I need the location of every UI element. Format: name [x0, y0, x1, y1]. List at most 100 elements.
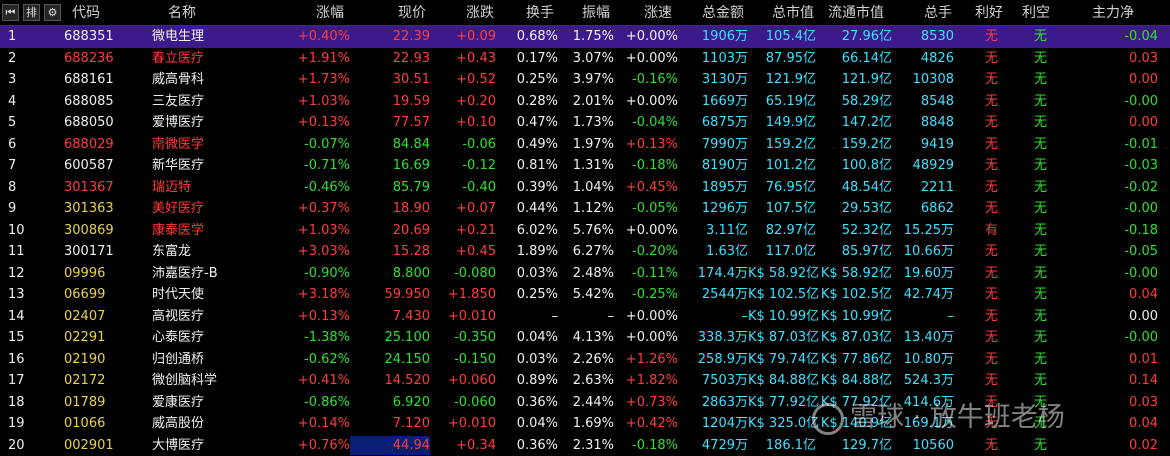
- col-change-pct[interactable]: 涨幅: [316, 5, 344, 21]
- row-speed: +1.82%: [625, 373, 678, 388]
- row-speed: +0.13%: [625, 136, 678, 152]
- row-index: 16: [8, 351, 25, 367]
- row-change-pct: -0.90%: [304, 265, 350, 281]
- sort-icon[interactable]: 排: [23, 4, 40, 21]
- row-good-news: 无: [985, 50, 999, 66]
- row-bad-news: 无: [1034, 72, 1048, 87]
- col-main-net[interactable]: 主力净: [1092, 5, 1134, 21]
- row-turnover: 0.28%: [516, 93, 558, 109]
- table-row[interactable]: 3 688161 威高骨科 +1.73% 30.51 +0.52 0.25% 3.97% -0.…: [0, 69, 1170, 91]
- row-change-pct: +1.91%: [297, 50, 350, 66]
- row-speed: +0.73%: [625, 394, 678, 410]
- col-name[interactable]: 名称: [168, 5, 196, 21]
- row-turnover: 0.17%: [516, 50, 558, 66]
- row-change-pct: +0.13%: [297, 115, 350, 130]
- table-row[interactable]: 8 301367 瑞迈特 -0.46% 85.79 -0.40 0.39% 1.04% +0.4…: [0, 177, 1170, 199]
- col-speed[interactable]: 涨速: [644, 5, 672, 21]
- row-price: 16.69: [392, 158, 430, 173]
- col-amount[interactable]: 总金额: [702, 5, 744, 21]
- table-row[interactable]: 4 688085 三友医疗 +1.03% 19.59 +0.20 0.28% 2.01% +0.…: [0, 91, 1170, 113]
- table-row[interactable]: 9 301363 美好医疗 +0.37% 18.90 +0.07 0.44% 1.12% -0.…: [0, 198, 1170, 220]
- table-row[interactable]: 1 688351 微电生理 +0.40% 22.39 +0.09 0.68% 1.75% +0.…: [0, 26, 1170, 48]
- col-float-cap[interactable]: 流通市值: [828, 5, 884, 21]
- row-turnover: 1.89%: [516, 244, 558, 259]
- col-good-news[interactable]: 利好: [975, 5, 1003, 21]
- col-change[interactable]: 涨跌: [466, 5, 494, 21]
- table-row[interactable]: 10 300869 康泰医学 +1.03% 20.69 +0.21 6.02% 5.76% +0…: [0, 220, 1170, 242]
- row-speed: -0.04%: [632, 115, 678, 130]
- row-change-pct: +0.14%: [297, 416, 350, 431]
- col-turnover[interactable]: 换手: [526, 5, 554, 21]
- row-code: 600587: [64, 158, 114, 173]
- row-name: 新华医疗: [152, 158, 205, 173]
- row-amount: 3130万: [701, 72, 748, 87]
- row-amount: 1103万: [701, 50, 748, 66]
- row-amplitude: 1.97%: [572, 136, 614, 152]
- row-bad-news: 无: [1034, 115, 1048, 130]
- row-main-net: -0.00: [1124, 201, 1158, 216]
- row-code: 300869: [64, 222, 114, 238]
- row-amount: 4729万: [701, 437, 748, 453]
- table-header: ⏮ 排 ⚙ 代码 名称 涨幅 现价 涨跌 换手 振幅 涨速 总金额 总市值 流通…: [0, 0, 1170, 26]
- col-mktcap[interactable]: 总市值: [772, 5, 814, 21]
- table-row[interactable]: 7 600587 新华医疗 -0.71% 16.69 -0.12 0.81% 1.31% -0.…: [0, 155, 1170, 177]
- table-row[interactable]: 20 002901 大博医疗 +0.76% 44.94 +0.34 0.36% 2.31% -0…: [0, 435, 1170, 456]
- row-float-cap: 29.53亿: [841, 201, 892, 216]
- row-change: +0.21: [456, 222, 496, 238]
- row-mktcap: 87.95亿: [765, 50, 816, 66]
- row-turnover: 6.02%: [516, 222, 558, 238]
- row-change-pct: +0.37%: [297, 201, 350, 216]
- row-price: 22.39: [392, 29, 430, 44]
- row-speed: +0.00%: [625, 330, 678, 345]
- row-price: 77.57: [392, 115, 430, 130]
- table-row[interactable]: 6 688029 南微医学 -0.07% 84.84 -0.06 0.49% 1.97% +0.…: [0, 134, 1170, 156]
- row-change: +0.09: [456, 29, 496, 44]
- row-turnover: 0.49%: [516, 136, 558, 152]
- row-mktcap: K$ 10.99亿: [748, 308, 820, 324]
- row-good-news: 无: [985, 416, 999, 431]
- row-bad-news: 无: [1034, 373, 1048, 388]
- row-good-news: 无: [985, 93, 999, 109]
- table-row[interactable]: 11 300171 东富龙 +3.03% 15.28 +0.45 1.89% 6.27% -0.…: [0, 241, 1170, 263]
- row-bad-news: 无: [1034, 308, 1048, 324]
- row-price: 44.94: [392, 437, 430, 453]
- row-speed: +0.42%: [625, 416, 678, 431]
- row-change: -0.350: [454, 330, 496, 345]
- table-row[interactable]: 15 02291 心泰医疗 -1.38% 25.100 -0.350 0.04% 4.13% +…: [0, 327, 1170, 349]
- table-row[interactable]: 13 06699 时代天使 +3.18% 59.950 +1.850 0.25% 5.42% -…: [0, 284, 1170, 306]
- row-float-cap: K$ 87.03亿: [820, 330, 892, 345]
- table-row[interactable]: 18 01789 爱康医疗 -0.86% 6.920 -0.060 0.36% 2.44% +0…: [0, 392, 1170, 414]
- col-volume[interactable]: 总手: [924, 5, 952, 21]
- row-float-cap: 147.2亿: [841, 115, 892, 130]
- row-bad-news: 无: [1034, 351, 1048, 367]
- col-price[interactable]: 现价: [398, 5, 426, 21]
- row-change: +0.43: [456, 50, 496, 66]
- table-row[interactable]: 12 09996 沛嘉医疗-B -0.90% 8.800 -0.080 0.03% 2.48%…: [0, 263, 1170, 285]
- row-speed: +0.00%: [625, 93, 678, 109]
- row-amplitude: 1.31%: [572, 158, 614, 173]
- table-row[interactable]: 14 02407 高视医疗 +0.13% 7.430 +0.010– – +0.00% – K$ …: [0, 306, 1170, 328]
- row-float-cap: 159.2亿: [841, 136, 892, 152]
- row-volume: 10308: [912, 72, 954, 87]
- row-code: 300171: [64, 244, 114, 259]
- row-bad-news: 无: [1034, 416, 1048, 431]
- row-index: 19: [8, 416, 25, 431]
- table-row[interactable]: 16 02190 归创通桥 -0.62% 24.150 -0.150 0.03% 2.26% +…: [0, 349, 1170, 371]
- col-bad-news[interactable]: 利空: [1022, 5, 1050, 21]
- row-change: +0.07: [456, 201, 496, 216]
- first-page-icon[interactable]: ⏮: [2, 4, 19, 21]
- row-price: 15.28: [392, 244, 430, 259]
- row-bad-news: 无: [1034, 50, 1048, 66]
- gear-icon[interactable]: ⚙: [44, 4, 61, 21]
- row-index: 7: [8, 158, 17, 173]
- row-good-news: 无: [985, 265, 999, 281]
- table-row[interactable]: 2 688236 春立医疗 +1.91% 22.93 +0.43 0.17% 3.07% +0.…: [0, 48, 1170, 70]
- row-volume: 10.80万: [903, 351, 954, 367]
- col-amplitude[interactable]: 振幅: [582, 5, 610, 21]
- row-name: 大博医疗: [152, 437, 205, 453]
- col-code[interactable]: 代码: [72, 5, 100, 21]
- table-row[interactable]: 17 02172 微创脑科学 +0.41% 14.520 +0.060 0.89% 2.63%…: [0, 370, 1170, 392]
- row-change-pct: +0.13%: [297, 308, 350, 324]
- row-speed: -0.25%: [632, 287, 678, 302]
- table-row[interactable]: 5 688050 爱博医疗 +0.13% 77.57 +0.10 0.47% 1.73% -0.…: [0, 112, 1170, 134]
